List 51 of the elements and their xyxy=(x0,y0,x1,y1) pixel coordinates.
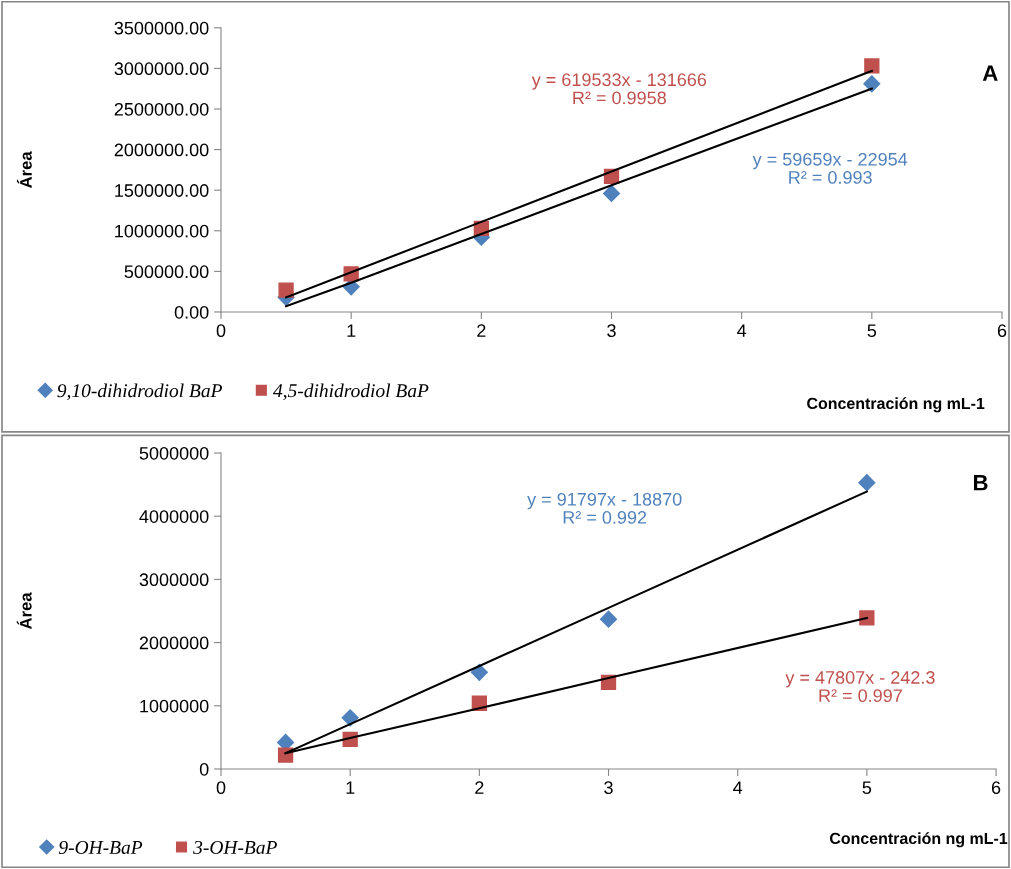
point xyxy=(858,474,876,492)
y-tick-label: 500000.00 xyxy=(124,265,209,279)
x-tick-label: 6 xyxy=(997,324,1007,338)
y-axis-title: Área xyxy=(16,592,32,630)
point xyxy=(859,610,875,626)
text: A xyxy=(982,65,998,81)
x-tick-label: 0 xyxy=(216,324,226,338)
x-tick-label: 5 xyxy=(867,324,877,338)
y-tick-label: 2000000.00 xyxy=(114,143,209,157)
x-tick-label: 5 xyxy=(862,781,872,795)
x-tick-label: 0 xyxy=(216,781,226,795)
y-tick-label: 5000000 xyxy=(139,446,209,460)
point xyxy=(278,282,294,298)
text: B xyxy=(974,475,988,491)
annotation: y = 47807x - 242.3 R² = 0.997 xyxy=(785,671,935,703)
x-axis-title: Concentración ng mL-1 xyxy=(807,397,985,413)
point xyxy=(599,610,618,628)
y-tick-label: 2000000 xyxy=(139,636,209,650)
x-tick-label: 3 xyxy=(607,324,616,338)
legend-label: 3-OH-BaP xyxy=(193,840,277,854)
y-tick-label: 1500000.00 xyxy=(115,184,209,197)
y-tick-label: 4000000 xyxy=(139,510,209,523)
x-axis-title: Concentración ng mL-1 xyxy=(829,832,1008,848)
y-tick-label: 3000000.00 xyxy=(114,62,209,76)
x-tick-label: 1 xyxy=(346,781,355,794)
point xyxy=(470,663,488,681)
y-tick-label: 0.00 xyxy=(174,305,209,319)
legend-label: 4,5-dihidrodiol BaP xyxy=(273,383,429,401)
x-tick-label: 4 xyxy=(733,781,743,794)
y-tick-label: 3500000.00 xyxy=(114,21,209,35)
y-tick-label: 3000000 xyxy=(139,573,209,587)
legend-label: 9-OH-BaP xyxy=(58,840,143,854)
point xyxy=(602,184,621,202)
x-tick-label: 3 xyxy=(604,781,613,795)
x-tick-label: 1 xyxy=(347,324,356,337)
y-axis-title: Área xyxy=(16,151,32,189)
annotation: y = 59659x - 22954 R² = 0.993 xyxy=(752,152,908,184)
point xyxy=(341,709,359,727)
y-tick-label: 0 xyxy=(199,762,209,776)
y-tick-label: 1000000 xyxy=(140,699,209,713)
annotation: y = 619533x - 131666 R² = 0.9958 xyxy=(531,73,707,105)
point xyxy=(863,75,881,93)
annotation: y = 91797x - 18870 R² = 0.992 xyxy=(527,492,682,524)
point xyxy=(864,58,880,74)
x-tick-label: 2 xyxy=(477,324,486,337)
y-tick-label: 2500000.00 xyxy=(114,102,209,116)
x-tick-label: 6 xyxy=(991,781,1001,795)
legend-label: 9,10-dihidrodiol BaP xyxy=(57,383,222,401)
x-tick-label: 4 xyxy=(737,324,747,337)
x-tick-label: 2 xyxy=(475,781,484,794)
y-tick-label: 1000000.00 xyxy=(115,224,209,238)
